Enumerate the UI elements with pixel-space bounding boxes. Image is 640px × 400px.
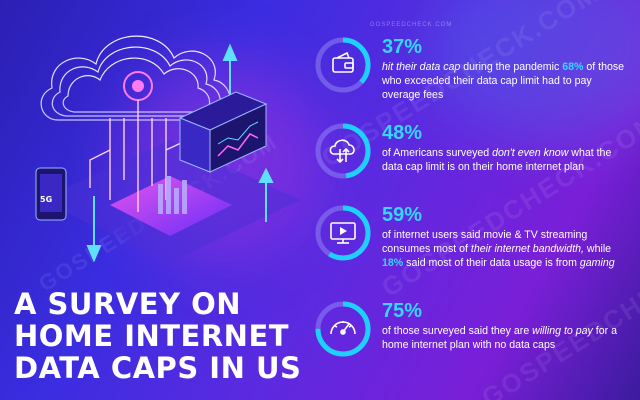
ring-chart: [315, 205, 371, 261]
description-text: for a home internet plan with no data ca…: [382, 325, 617, 351]
stat-block: 48% of Americans surveyed don't even kno…: [314, 122, 640, 212]
title-line: DATA CAPS IN US: [14, 351, 302, 385]
ring-chart: [315, 301, 371, 357]
description-text: of Americans surveyed: [382, 147, 493, 159]
description-text: don't even know: [492, 147, 569, 159]
stat-block: 59% of internet users said movie & TV st…: [314, 204, 640, 294]
description-text: of internet users said movie & TV stream…: [382, 229, 588, 255]
page-title: A SURVEY ON HOME INTERNET DATA CAPS IN U…: [14, 288, 314, 384]
wallet-icon: [332, 51, 354, 73]
progress-ring: [314, 204, 372, 262]
description-text: of those who exceeded their data cap lim…: [382, 61, 625, 101]
ring-chart: [315, 123, 371, 179]
stat-description: of those surveyed said they are willing …: [382, 324, 632, 352]
title-line: HOME INTERNET: [14, 319, 290, 353]
stat-block: 75% of those surveyed said they are will…: [314, 300, 640, 390]
description-text: gaming: [579, 257, 615, 269]
ring-fill-arc: [315, 301, 371, 357]
cloud-transfer-icon: [329, 139, 355, 164]
description-text: said most of their data usage is from: [403, 257, 580, 269]
ring-fill-arc: [315, 205, 371, 261]
description-text: of those surveyed said they are: [382, 325, 533, 337]
description-text: hit their data cap: [382, 61, 461, 73]
stat-description: of Americans surveyed don't even know wh…: [382, 146, 632, 174]
stat-description: hit their data cap during the pandemic 6…: [382, 60, 632, 102]
brand-label: GOSPEEDCHECK.COM: [370, 22, 453, 28]
speedometer-icon: [330, 321, 356, 335]
title-line: A SURVEY ON: [14, 287, 242, 321]
cloud-network-illustration: 5G: [35, 35, 300, 263]
ring-fill-arc: [315, 37, 371, 93]
description-text: willing to pay: [532, 325, 593, 337]
progress-ring: [314, 36, 372, 94]
progress-ring: [314, 300, 372, 358]
highlight-figure: 18%: [382, 257, 404, 269]
progress-ring: [314, 122, 372, 180]
description-text: their internet bandwidth,: [470, 243, 584, 255]
stat-percent: 48%: [382, 122, 423, 144]
description-text: what the data cap limit is on their home…: [382, 147, 612, 173]
stat-percent: 59%: [382, 204, 423, 226]
5g-label: 5G: [40, 195, 52, 204]
stat-description: of internet users said movie & TV stream…: [382, 228, 632, 270]
description-text: while: [583, 243, 612, 255]
highlight-figure: 68%: [562, 61, 584, 73]
stat-block: 37% hit their data cap during the pandem…: [314, 36, 640, 126]
monitor-play-icon: [330, 222, 356, 244]
ring-chart: [315, 37, 371, 93]
stat-percent: 75%: [382, 300, 423, 322]
ring-fill-arc: [315, 123, 371, 179]
stat-percent: 37%: [382, 36, 423, 58]
description-text: during the pandemic: [460, 61, 563, 73]
